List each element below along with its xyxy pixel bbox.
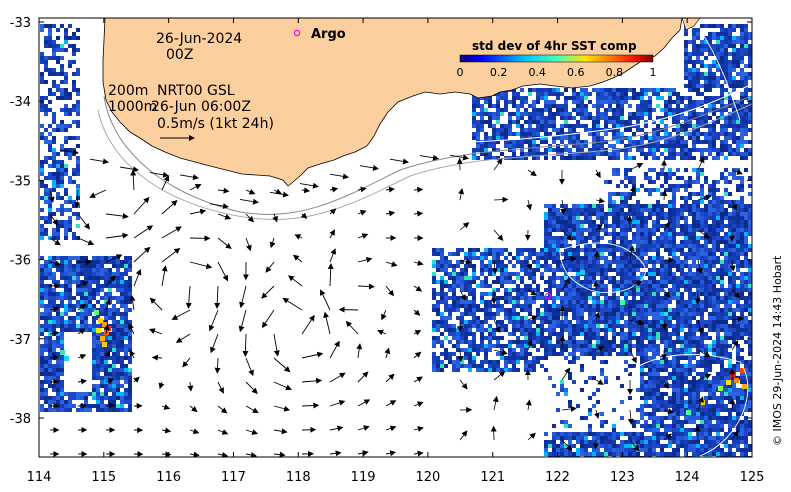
sst-std-dev-field xyxy=(40,24,752,457)
lat-tick-label: -33 xyxy=(10,16,31,31)
lat-tick-label: -34 xyxy=(10,95,31,110)
lon-tick-label: 114 xyxy=(27,470,52,485)
argo-float-marker[interactable] xyxy=(544,292,552,300)
lon-tick-label: 118 xyxy=(286,470,311,485)
lon-tick-label: 115 xyxy=(91,470,116,485)
lon-tick-label: 123 xyxy=(610,470,635,485)
argo-legend-icon xyxy=(293,29,301,37)
colorbar-tick-label: 0.2 xyxy=(490,66,508,79)
lat-tick-label: -35 xyxy=(10,174,31,189)
depth-200-label: 200m xyxy=(108,83,148,99)
lat-tick-label: -36 xyxy=(10,254,31,269)
plot-frame xyxy=(38,17,753,458)
colorbar-tick-label: 0 xyxy=(457,66,464,79)
colorbar-tick-label: 0.6 xyxy=(567,66,585,79)
colorbar-title: std dev of 4hr SST comp xyxy=(472,39,637,53)
colorbar-tick-label: 0.4 xyxy=(528,66,546,79)
lon-tick-label: 122 xyxy=(545,470,570,485)
lon-tick-label: 120 xyxy=(415,470,440,485)
lon-tick-label: 117 xyxy=(221,470,246,485)
lat-tick-label: -38 xyxy=(10,412,31,427)
axis-ticks: 114 115 116 117 118 119 120 121 122 123 124 125 -33 -… xyxy=(10,16,765,485)
argo-legend-label: Argo xyxy=(311,27,346,42)
credit-text: © IMOS 29-Jun-2024 14:43 Hobart xyxy=(771,255,784,446)
land-fragment xyxy=(681,18,701,31)
current-vectors xyxy=(48,149,744,457)
colorbar-tick-label: 1 xyxy=(650,66,657,79)
product-label: NRT00 GSL xyxy=(157,83,235,99)
lon-tick-label: 119 xyxy=(351,470,376,485)
date-label: 26-Jun-2024 xyxy=(156,31,242,47)
colorbar xyxy=(459,54,654,63)
product-time-label: 26-Jun 06:00Z xyxy=(151,99,251,115)
depth-1000-label: 1000m xyxy=(108,99,157,115)
lon-tick-label: 121 xyxy=(480,470,505,485)
time-label: 00Z xyxy=(166,47,193,63)
colorbar-ticks: 0 0.2 0.4 0.6 0.8 1 xyxy=(457,66,657,79)
lon-tick-label: 116 xyxy=(156,470,181,485)
scale-label: 0.5m/s (1kt 24h) xyxy=(157,116,274,132)
lat-tick-label: -37 xyxy=(10,333,31,348)
colorbar-tick-label: 0.8 xyxy=(606,66,624,79)
lon-tick-label: 125 xyxy=(740,470,765,485)
lon-tick-label: 124 xyxy=(675,470,700,485)
